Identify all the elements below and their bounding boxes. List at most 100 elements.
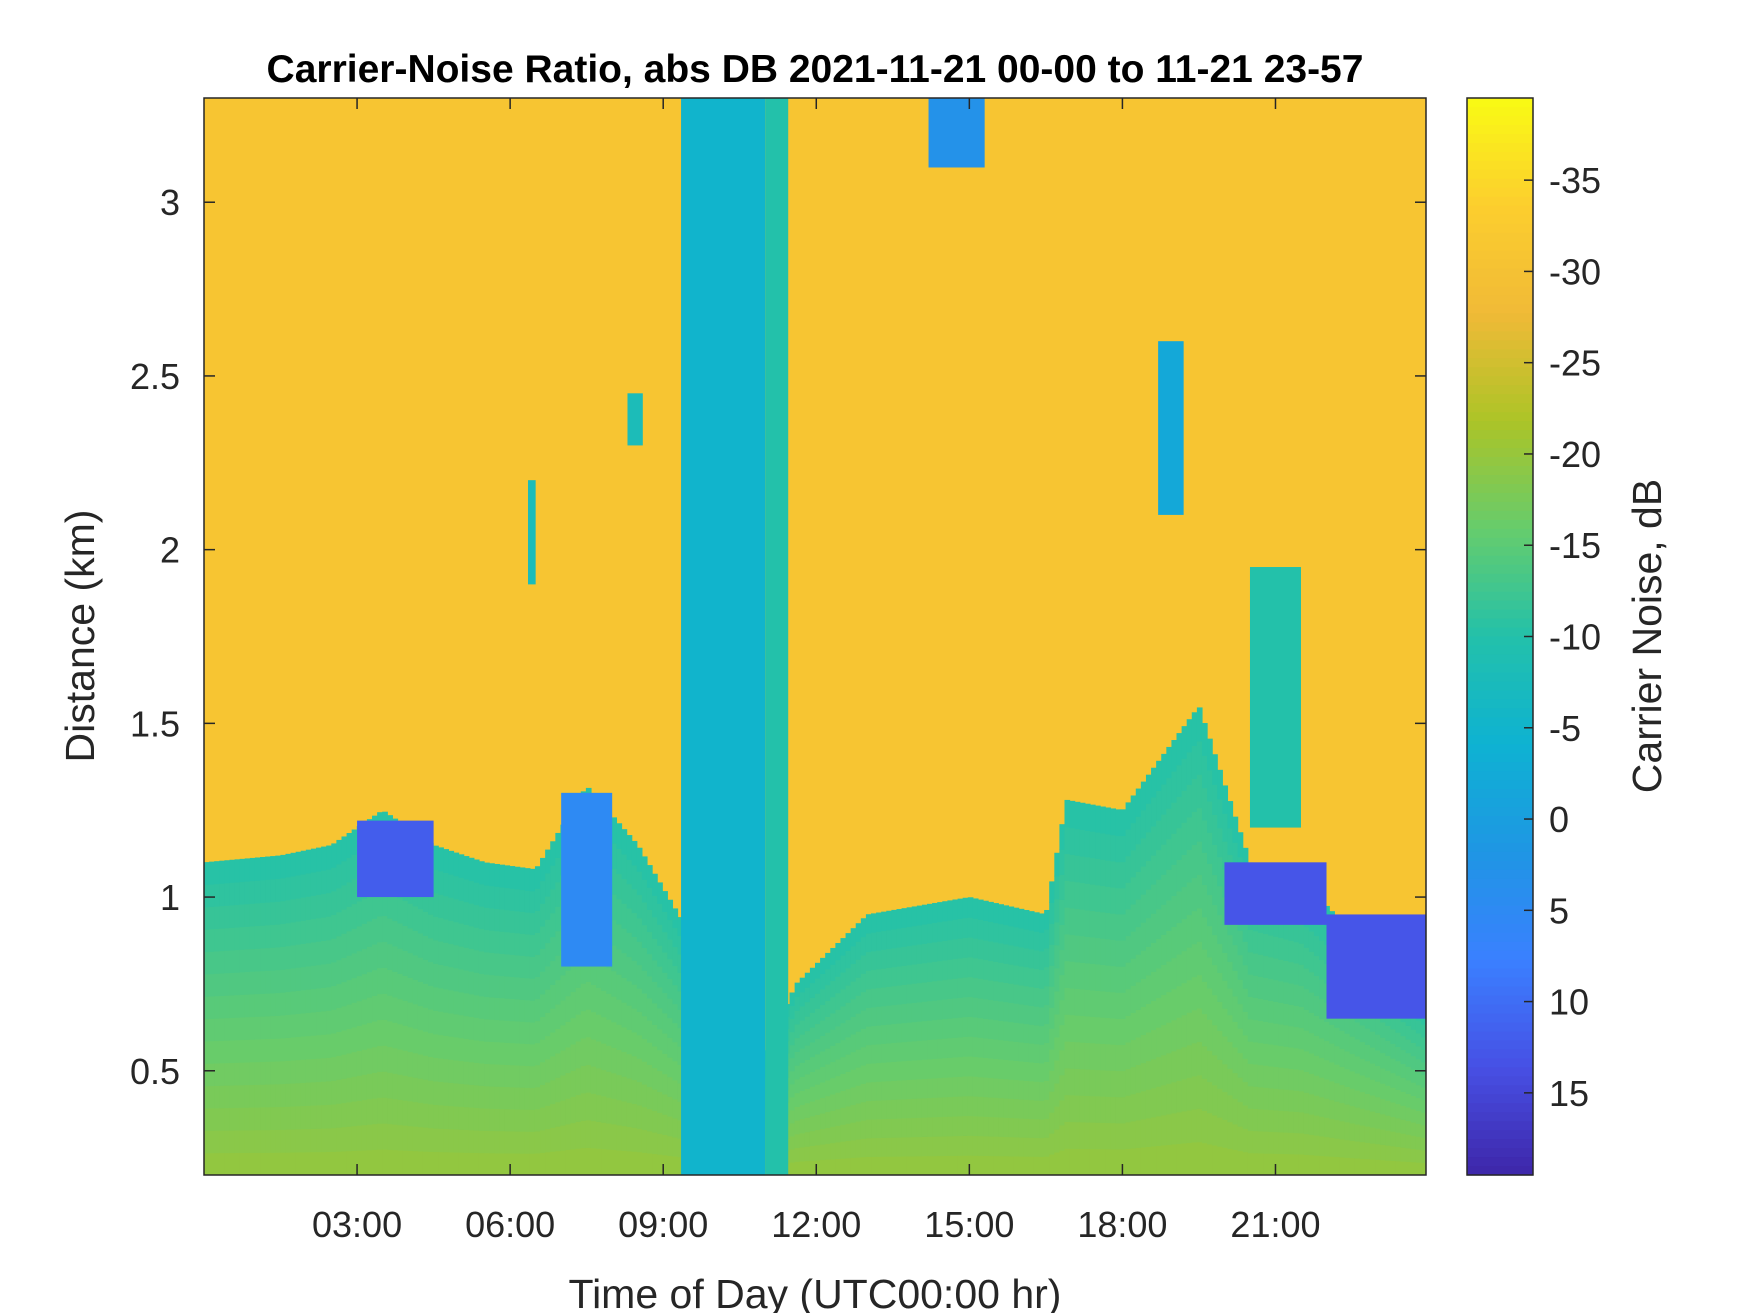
heatmap-cell: [1273, 1088, 1279, 1111]
heatmap-cell: [1044, 1156, 1050, 1175]
heatmap-cell: [631, 1055, 638, 1081]
colorbar-segment: [1467, 833, 1533, 844]
heatmap-cell: [1181, 1014, 1188, 1048]
heatmap-cell: [652, 959, 658, 982]
heatmap-cell: [504, 1086, 511, 1110]
heatmap-cell: [998, 1097, 1004, 1118]
heatmap-cell: [611, 970, 618, 997]
heatmap-cell: [1023, 928, 1030, 949]
heatmap-cell: [1018, 1022, 1025, 1043]
heatmap-cell: [382, 1045, 388, 1072]
heatmap-cell: [448, 966, 455, 991]
heatmap-cell: [916, 963, 923, 984]
heatmap-cell: [865, 932, 872, 953]
heatmap-cell: [616, 848, 623, 875]
heatmap-cell: [316, 987, 322, 1012]
heatmap-cell: [387, 1072, 393, 1099]
heatmap-cell: [249, 1039, 256, 1063]
heatmap-cell: [641, 1083, 648, 1108]
heatmap-cell: [1212, 994, 1218, 1026]
heatmap-cell: [1079, 909, 1086, 937]
heatmap-cell: [524, 933, 531, 957]
colorbar-segment: [1467, 492, 1533, 503]
heatmap-cell: [1196, 1008, 1203, 1043]
heatmap-cell: [575, 987, 582, 1015]
heatmap-cell: [921, 1059, 928, 1080]
heatmap-cell: [799, 1118, 806, 1134]
heatmap-cell: [529, 956, 536, 979]
heatmap-cell: [1008, 1136, 1015, 1157]
heatmap-cell: [1059, 1149, 1066, 1175]
heatmap-cell: [519, 1109, 526, 1132]
heatmap-cell: [321, 1010, 327, 1035]
heatmap-cell: [1074, 988, 1081, 1016]
heatmap-cell: [219, 928, 225, 952]
heatmap-cell: [407, 977, 414, 1003]
heatmap-cell: [422, 1151, 429, 1175]
heatmap-cell: [234, 1107, 241, 1131]
heatmap-cell: [906, 945, 913, 966]
heatmap-cell: [1405, 1079, 1412, 1094]
heatmap-cell: [1181, 726, 1188, 759]
heatmap-cell: [1064, 799, 1071, 828]
heatmap-cell: [356, 975, 363, 1002]
heatmap-cell: [1161, 1144, 1167, 1175]
heatmap-cell: [1308, 1114, 1315, 1135]
heatmap-cell: [1069, 854, 1076, 882]
heatmap-cell: [937, 902, 943, 923]
heatmap-cell: [285, 991, 292, 1016]
heatmap-cell: [1110, 1122, 1117, 1150]
heatmap-cell: [1176, 1017, 1183, 1050]
heatmap-cell: [911, 906, 918, 927]
heatmap-cell: [906, 1079, 913, 1100]
heatmap-cell: [977, 938, 984, 960]
heatmap-cell: [871, 913, 877, 933]
heatmap-cell: [1191, 1042, 1198, 1077]
heatmap-cell: [596, 987, 602, 1015]
heatmap-cell: [947, 1018, 954, 1039]
heatmap-cell: [1130, 1093, 1137, 1122]
colorbar-segment: [1467, 780, 1533, 790]
heatmap-cell: [789, 992, 796, 1007]
heatmap-cell: [1023, 966, 1030, 987]
heatmap-cell: [305, 1012, 312, 1037]
heatmap-cell: [1380, 1037, 1386, 1054]
heatmap-cell: [336, 1151, 343, 1175]
heatmap-cell: [524, 868, 531, 891]
heatmap-cell: [1308, 971, 1315, 993]
heatmap-cell: [952, 958, 959, 979]
heatmap-cell: [239, 926, 246, 950]
heatmap-cell: [977, 1017, 984, 1038]
heatmap-cell: [428, 1151, 434, 1175]
heatmap-cell: [1339, 1012, 1346, 1031]
heatmap-cell: [1339, 1048, 1346, 1067]
heatmap-cell: [509, 954, 516, 977]
heatmap-cell: [1319, 1135, 1325, 1157]
heatmap-feature: [1249, 567, 1301, 828]
heatmap-cell: [1135, 926, 1142, 955]
heatmap-cell: [300, 1128, 307, 1153]
heatmap-cell: [1375, 1159, 1381, 1175]
y-tick-label: 1.5: [130, 703, 180, 744]
heatmap-cell: [1151, 942, 1157, 972]
heatmap-cell: [1135, 816, 1142, 845]
heatmap-cell: [285, 1106, 292, 1130]
heatmap-cell: [229, 1062, 236, 1086]
heatmap-cell: [616, 974, 623, 1000]
heatmap-cell: [1263, 1043, 1269, 1066]
heatmap-cell: [1232, 1047, 1239, 1074]
heatmap-cell: [280, 1014, 287, 1039]
heatmap-cell: [316, 847, 322, 872]
heatmap-cell: [596, 1040, 602, 1069]
heatmap-cell: [402, 925, 409, 951]
heatmap-cell: [1135, 1064, 1142, 1093]
heatmap-cell: [585, 1119, 592, 1148]
heatmap-cell: [886, 967, 892, 987]
heatmap-cell: [382, 1071, 388, 1098]
heatmap-cell: [234, 972, 241, 996]
heatmap-cell: [835, 992, 842, 1010]
heatmap-cell: [1415, 1149, 1422, 1163]
heatmap-cell: [998, 1058, 1004, 1079]
heatmap-cell: [881, 1118, 887, 1138]
